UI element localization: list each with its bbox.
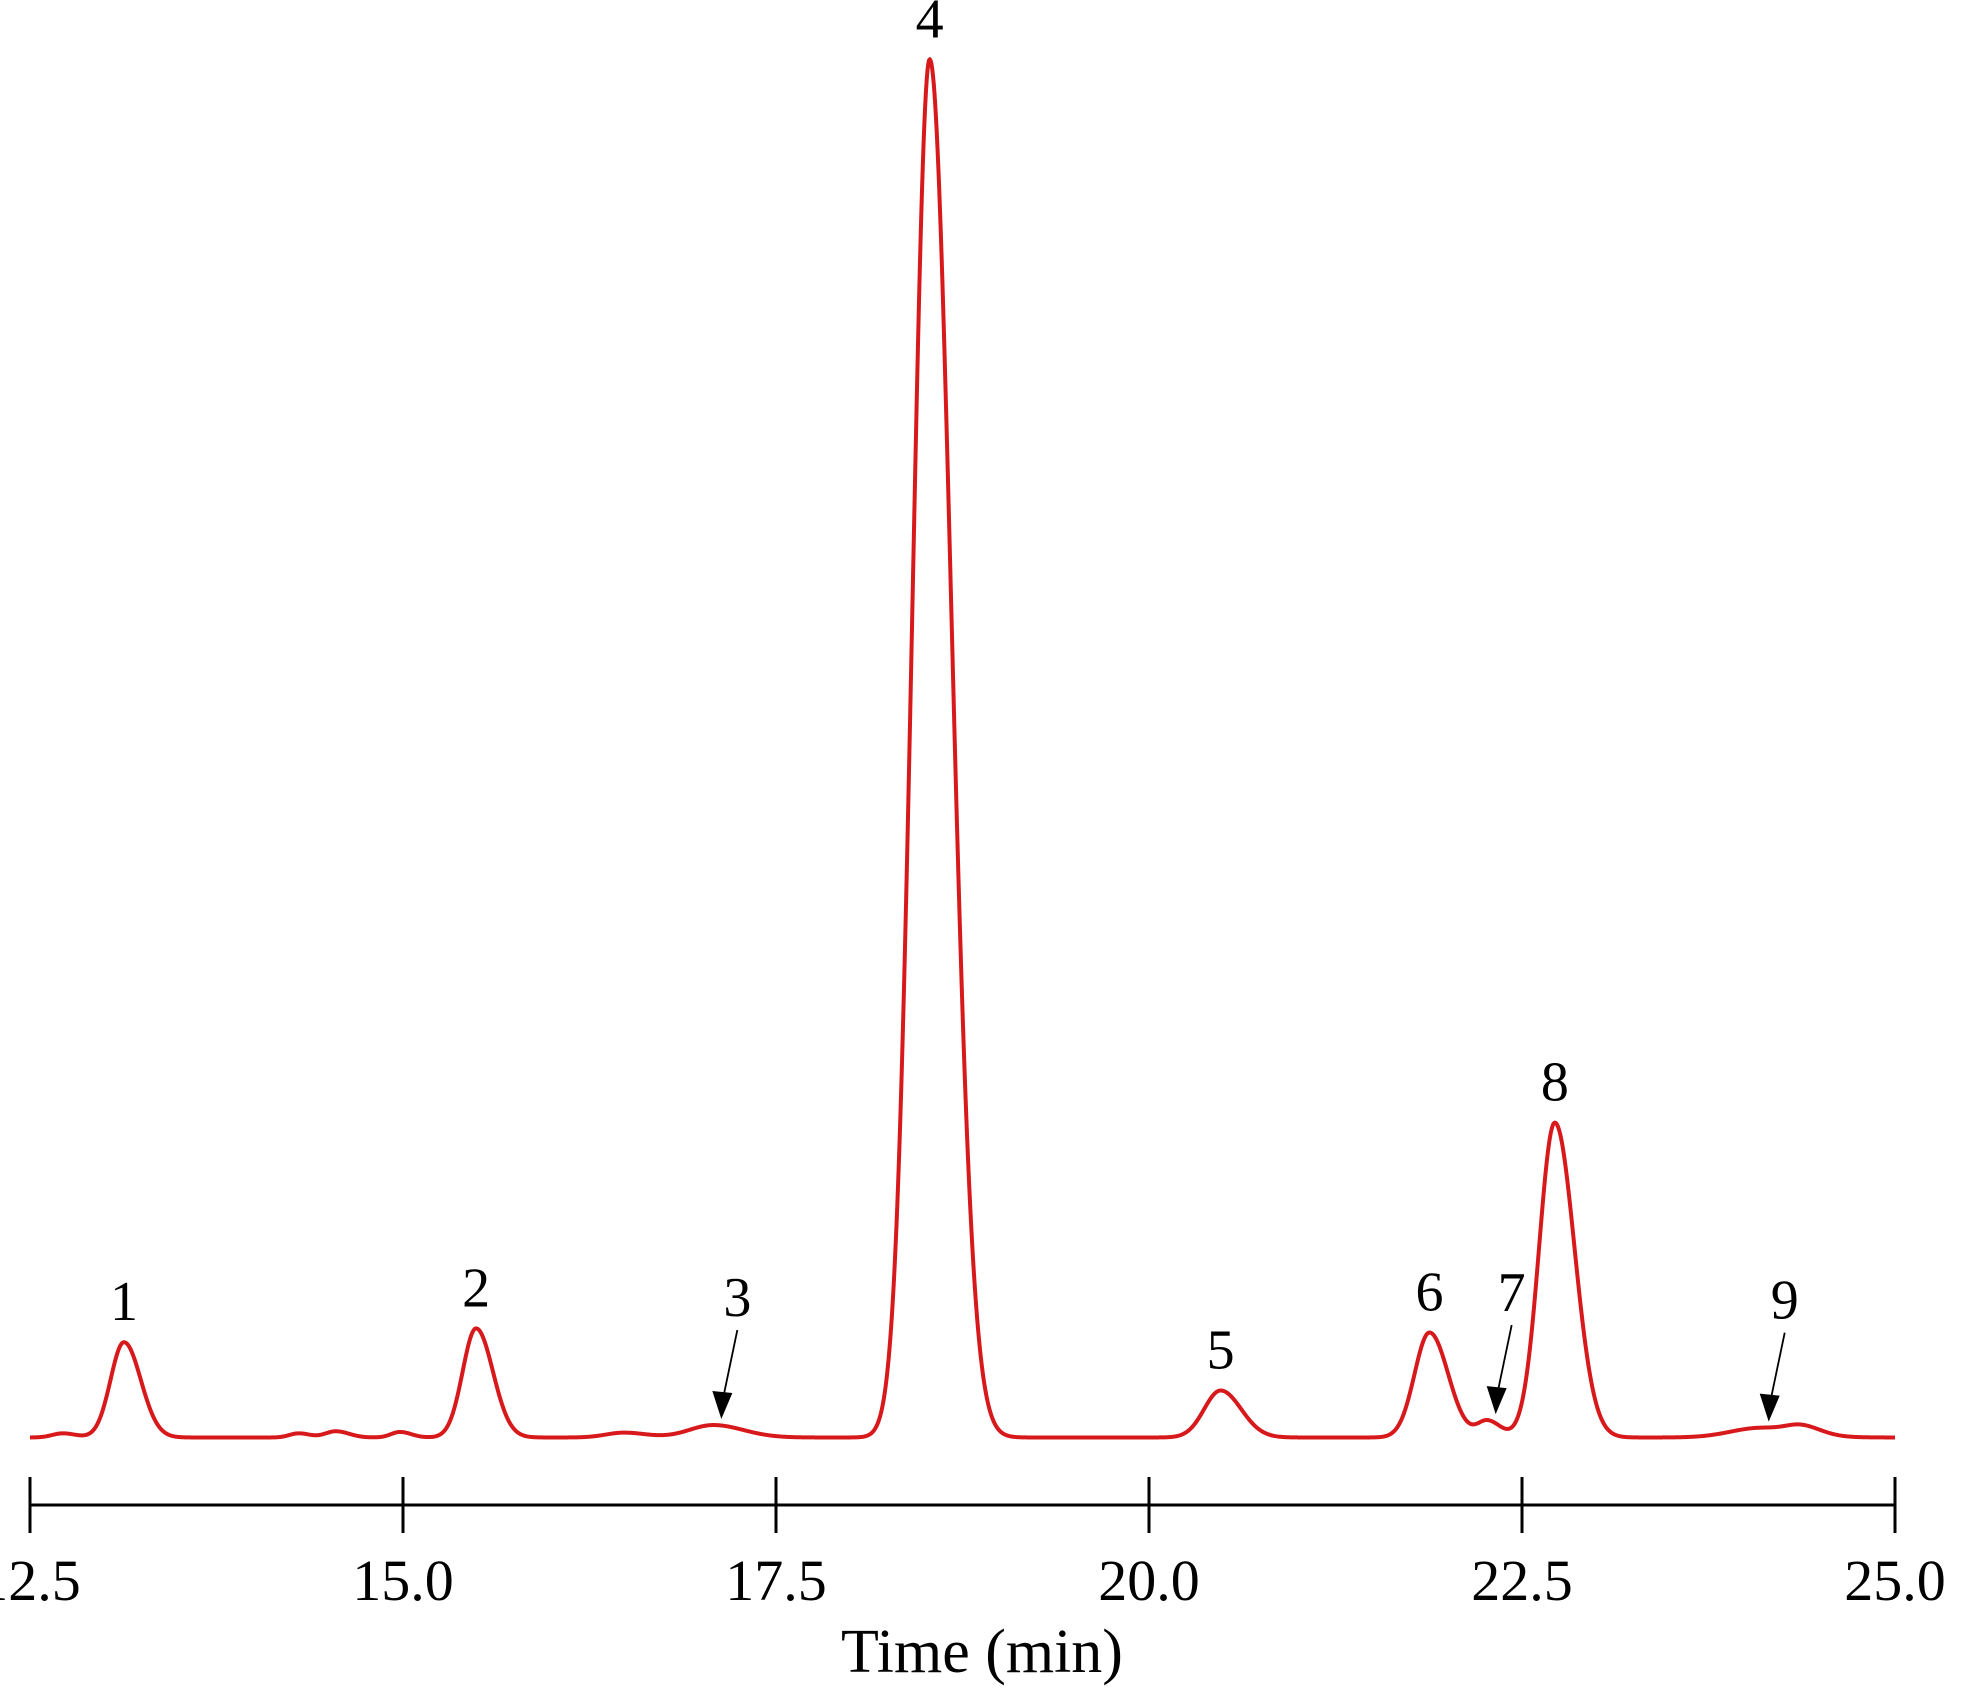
peak-label: 8 — [1541, 1052, 1569, 1114]
peak-label: 5 — [1207, 1320, 1235, 1382]
peak-label: 9 — [1771, 1270, 1799, 1332]
chromatogram-trace — [28, 57, 1897, 1440]
x-axis: 12.5 15.0 17.5 20.0 22.5 25.0 — [0, 1477, 1946, 1613]
x-tick-label: 17.5 — [725, 1548, 827, 1613]
peak-label: 2 — [462, 1257, 490, 1319]
peak-arrow-shaft — [1769, 1332, 1786, 1400]
x-tick-label: 12.5 — [0, 1548, 81, 1613]
peak-arrow-head — [1759, 1393, 1780, 1422]
x-tick-label: 20.0 — [1098, 1548, 1200, 1613]
peak-arrow-head — [712, 1391, 733, 1420]
x-tick-label: 15.0 — [352, 1548, 454, 1613]
peak-label: 7 — [1498, 1262, 1526, 1324]
x-axis-title: Time (min) — [841, 1618, 1123, 1686]
peak-arrow-shaft — [1496, 1324, 1513, 1393]
peak-arrow-shaft — [722, 1329, 739, 1398]
peak-label: 3 — [723, 1267, 751, 1329]
x-tick-label: 22.5 — [1471, 1548, 1573, 1613]
peak-arrow-head — [1486, 1386, 1507, 1415]
peak-labels: 1 2 3 4 5 6 7 8 9 — [110, 0, 1799, 1422]
x-tick-label: 25.0 — [1844, 1548, 1946, 1613]
peak-label: 1 — [110, 1271, 138, 1333]
peak-label: 6 — [1415, 1262, 1443, 1324]
peak-label: 4 — [916, 0, 944, 50]
trace-layer — [28, 57, 1897, 1440]
